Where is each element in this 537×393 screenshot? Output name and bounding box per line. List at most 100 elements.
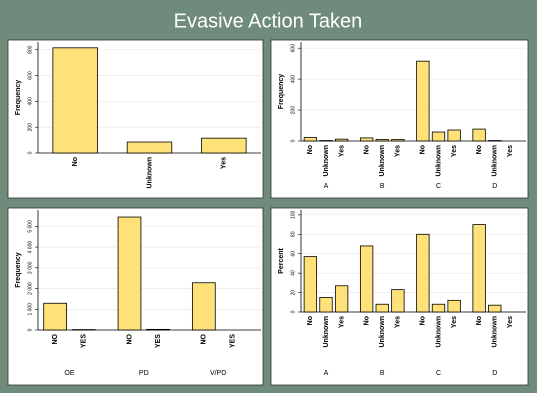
y-tick-label: 2 000: [27, 282, 33, 295]
y-tick-label: 60: [290, 251, 296, 257]
bar: [126, 141, 173, 154]
bar: [431, 131, 446, 142]
y-tick-label: 800: [27, 45, 33, 54]
bar: [191, 282, 216, 331]
bar: [391, 289, 405, 313]
y-tick-label: 0: [27, 151, 33, 154]
x-tick-label: Yes: [507, 145, 514, 157]
group-label: C: [436, 370, 441, 377]
y-tick-label: 4 000: [27, 241, 33, 254]
bar: [391, 139, 405, 142]
x-tick-label: Unknown: [492, 316, 499, 348]
x-tick-label: Unknown: [323, 316, 330, 348]
x-tick-label: Unknown: [323, 145, 330, 177]
x-tick-label: YES: [155, 334, 162, 348]
bar: [319, 297, 333, 313]
x-tick-label: Yes: [395, 316, 402, 328]
x-tick-label: No: [307, 145, 314, 154]
y-tick-label: 200: [290, 106, 296, 115]
bar: [375, 139, 389, 142]
bar: [416, 233, 430, 313]
group-label: C: [436, 183, 441, 190]
group-label: V/PD: [210, 370, 226, 377]
panel: [270, 39, 529, 199]
bar: [201, 137, 247, 154]
x-tick-label: No: [420, 316, 427, 325]
bar: [359, 245, 374, 313]
y-tick-label: 0: [27, 328, 33, 331]
y-axis-label: Frequency: [15, 80, 22, 116]
x-tick-label: No: [420, 145, 427, 154]
group-label: A: [324, 370, 329, 377]
bar: [359, 137, 374, 142]
bar: [488, 304, 502, 313]
x-tick-label: Yes: [221, 157, 228, 169]
y-axis-label: Frequency: [15, 252, 22, 288]
x-tick-label: Unknown: [435, 316, 442, 348]
y-tick-label: 3 000: [27, 261, 33, 274]
group-label: B: [380, 183, 385, 190]
bar: [416, 60, 430, 142]
x-tick-label: YES: [81, 334, 88, 348]
bar: [117, 216, 142, 331]
x-tick-label: No: [72, 157, 79, 166]
x-tick-label: Yes: [338, 145, 345, 157]
bar: [472, 128, 486, 142]
group-label: A: [324, 183, 329, 190]
bar: [334, 285, 349, 313]
bar: [447, 299, 461, 313]
x-tick-label: Unknown: [146, 157, 153, 189]
y-axis-label: Frequency: [278, 74, 285, 110]
group-label: D: [492, 183, 497, 190]
y-tick-label: 400: [290, 75, 296, 84]
page-title: Evasive Action Taken: [174, 10, 363, 32]
bar: [303, 256, 318, 313]
x-tick-label: Unknown: [379, 145, 386, 177]
bar: [303, 137, 318, 142]
panel: [7, 39, 264, 199]
bar: [431, 303, 446, 313]
y-tick-label: 40: [290, 270, 296, 276]
x-tick-label: YES: [229, 334, 236, 348]
bar: [375, 303, 389, 313]
y-tick-label: 0: [290, 139, 296, 142]
y-tick-label: 200: [27, 123, 33, 132]
bar: [43, 302, 67, 331]
x-tick-label: No: [363, 145, 370, 154]
y-axis-label: Percent: [278, 247, 285, 273]
y-tick-label: 5 000: [27, 220, 33, 233]
bar: [447, 129, 461, 142]
y-tick-label: 600: [290, 44, 296, 53]
x-tick-label: Yes: [395, 145, 402, 157]
y-tick-label: 100: [290, 210, 296, 219]
x-tick-label: No: [476, 145, 483, 154]
group-label: B: [380, 370, 385, 377]
bar: [472, 224, 486, 313]
x-tick-label: No: [307, 316, 314, 325]
x-tick-label: NO: [52, 333, 59, 344]
x-tick-label: Unknown: [492, 145, 499, 177]
x-tick-label: No: [363, 316, 370, 325]
x-tick-label: Unknown: [435, 145, 442, 177]
y-tick-label: 600: [27, 71, 33, 80]
y-tick-label: 400: [27, 97, 33, 106]
y-tick-label: 1 000: [27, 303, 33, 316]
x-tick-label: Yes: [451, 145, 458, 157]
x-tick-label: No: [476, 316, 483, 325]
group-label: PD: [139, 370, 149, 377]
group-label: D: [492, 370, 497, 377]
x-tick-label: Yes: [507, 316, 514, 328]
bar: [146, 328, 170, 331]
y-tick-label: 20: [290, 290, 296, 296]
x-tick-label: NO: [126, 333, 133, 344]
y-tick-label: 0: [290, 310, 296, 313]
group-label: OE: [64, 370, 74, 377]
x-tick-label: Unknown: [379, 316, 386, 348]
x-tick-label: Yes: [451, 316, 458, 328]
x-tick-label: Yes: [338, 316, 345, 328]
bar: [52, 47, 98, 154]
x-tick-label: NO: [201, 333, 208, 344]
y-tick-label: 80: [290, 231, 296, 237]
bar: [334, 138, 349, 142]
